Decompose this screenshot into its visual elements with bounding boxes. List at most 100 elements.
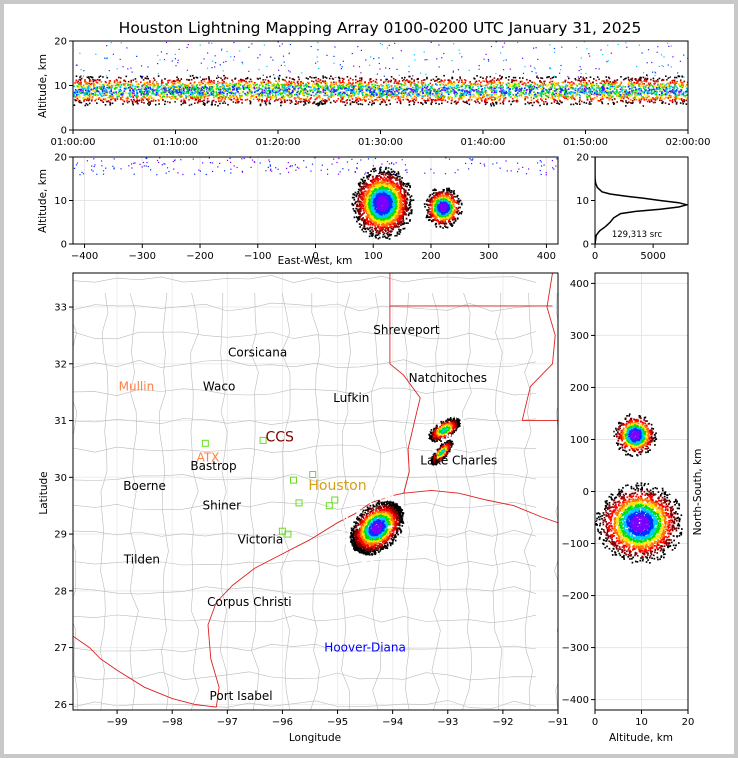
source-point	[147, 102, 149, 105]
source-point	[130, 85, 133, 87]
source-point	[313, 102, 315, 104]
source-point	[534, 95, 536, 97]
source-point	[270, 96, 272, 98]
source-point	[542, 106, 544, 108]
source-point	[605, 95, 607, 98]
source-point	[253, 96, 255, 98]
source-point	[104, 104, 107, 106]
source-point	[530, 102, 533, 104]
source-point	[328, 97, 330, 100]
source-point	[585, 94, 588, 97]
source-point	[104, 108, 107, 111]
source-point	[98, 86, 100, 89]
source-point	[678, 75, 681, 78]
source-point	[560, 92, 562, 95]
source-point	[125, 75, 128, 78]
source-point	[589, 91, 591, 94]
source-point	[83, 99, 85, 101]
source-point	[340, 95, 342, 97]
source-point	[459, 74, 461, 76]
source-point	[668, 96, 671, 98]
source-point	[133, 99, 136, 102]
source-point	[298, 100, 300, 103]
source-point	[309, 76, 311, 78]
source-point	[87, 89, 90, 91]
source-point	[214, 103, 216, 106]
source-point	[670, 90, 672, 92]
source-point	[327, 97, 329, 99]
source-point	[127, 80, 130, 83]
source-point	[546, 91, 549, 94]
source-point	[583, 101, 585, 104]
source-point	[524, 103, 527, 105]
source-point	[320, 65, 323, 67]
source-point	[115, 78, 118, 81]
source-point	[297, 87, 300, 90]
source-point	[481, 89, 483, 92]
source-point	[87, 90, 89, 92]
source-point	[419, 86, 421, 89]
source-point	[271, 89, 274, 91]
source-point	[172, 89, 175, 92]
source-point	[261, 95, 263, 97]
source-point	[337, 98, 340, 100]
source-point	[111, 102, 114, 105]
source-point	[370, 95, 372, 98]
source-point	[191, 92, 193, 95]
source-point	[115, 93, 118, 95]
source-point	[111, 95, 114, 97]
source-point	[392, 91, 395, 93]
source-point	[240, 81, 243, 83]
source-point	[194, 87, 196, 89]
source-point	[164, 78, 166, 80]
source-point	[533, 91, 535, 93]
source-point	[380, 79, 382, 81]
source-point	[449, 91, 451, 94]
source-point	[103, 92, 106, 95]
source-point	[499, 102, 502, 105]
source-point	[491, 78, 494, 81]
source-point	[413, 98, 415, 100]
source-point	[359, 84, 362, 87]
source-point	[408, 94, 411, 96]
source-point	[397, 82, 400, 85]
source-point	[190, 103, 193, 106]
source-point	[646, 78, 649, 80]
source-point	[638, 88, 640, 90]
source-point	[333, 81, 335, 84]
source-point	[664, 93, 667, 95]
source-point	[74, 99, 77, 102]
source-point	[531, 81, 533, 84]
source-point	[317, 80, 320, 83]
source-point	[549, 86, 552, 89]
source-point	[219, 91, 222, 94]
source-point	[372, 90, 375, 93]
source-point	[524, 87, 526, 90]
source-point	[278, 87, 280, 89]
source-point	[131, 84, 134, 87]
source-point	[493, 81, 496, 84]
source-point	[669, 90, 671, 93]
source-point	[484, 84, 487, 87]
source-point	[604, 90, 607, 93]
source-point	[131, 102, 134, 104]
source-point	[475, 80, 478, 83]
source-point	[129, 86, 132, 88]
source-point	[666, 91, 669, 94]
source-point	[685, 99, 687, 102]
source-point	[219, 97, 221, 99]
source-point	[514, 105, 517, 107]
source-point	[542, 97, 545, 100]
source-point	[647, 82, 650, 85]
source-point	[462, 100, 465, 103]
source-point	[76, 94, 78, 96]
source-point	[346, 93, 348, 96]
source-point	[551, 85, 553, 87]
source-point	[533, 85, 536, 88]
source-point	[139, 91, 141, 93]
source-point	[324, 94, 327, 97]
source-point	[443, 85, 446, 87]
source-point	[314, 86, 316, 88]
source-point	[640, 96, 643, 98]
source-point	[291, 94, 293, 97]
